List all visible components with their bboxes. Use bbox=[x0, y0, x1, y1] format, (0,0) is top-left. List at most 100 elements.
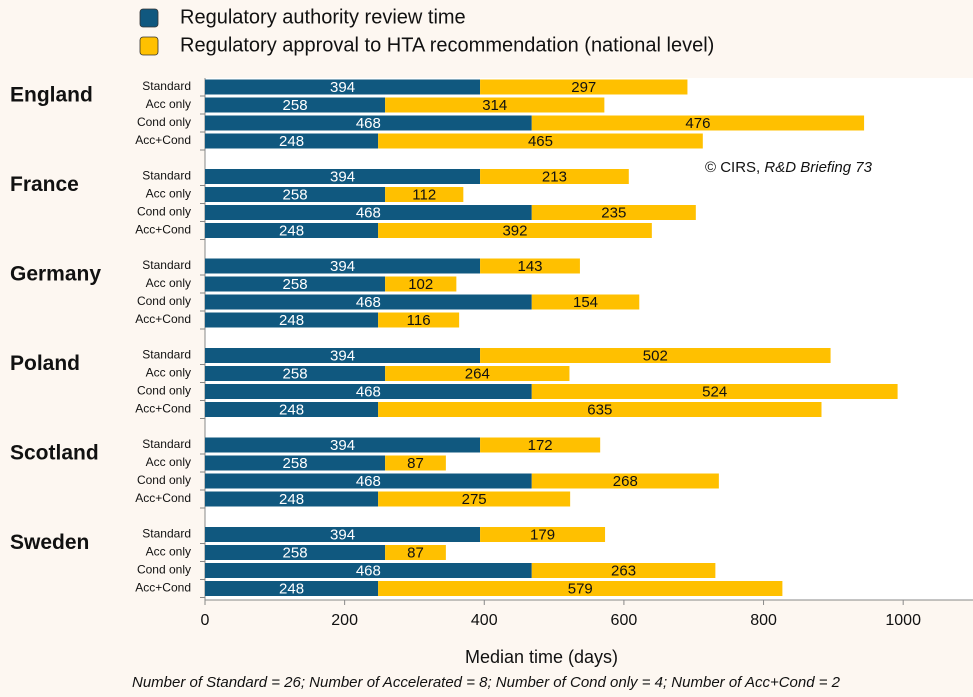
value-label: 172 bbox=[528, 437, 553, 454]
value-label: 258 bbox=[283, 455, 308, 472]
y-tick-label: Acc+Cond bbox=[135, 491, 191, 505]
x-axis-label: Median time (days) bbox=[465, 647, 618, 667]
bar-segment bbox=[531, 473, 719, 489]
bar-segment bbox=[378, 223, 652, 238]
value-label: 213 bbox=[542, 168, 567, 185]
group-label: France bbox=[10, 173, 79, 196]
bar-segment bbox=[205, 545, 386, 560]
value-label: 248 bbox=[279, 222, 304, 239]
bar-segment bbox=[385, 97, 605, 113]
value-label: 394 bbox=[330, 79, 355, 96]
group-label: Poland bbox=[10, 352, 80, 375]
y-tick-label: Standard bbox=[142, 169, 191, 183]
bar-segment bbox=[205, 581, 379, 596]
value-label: 394 bbox=[330, 258, 355, 275]
value-label: 154 bbox=[573, 294, 598, 311]
y-tick-label: Acc only bbox=[146, 545, 191, 559]
bar-segment bbox=[480, 169, 629, 184]
x-tick-label: 600 bbox=[611, 612, 638, 629]
bar-segment bbox=[531, 115, 865, 131]
bar-segment bbox=[205, 276, 386, 292]
y-tick-label: Acc only bbox=[146, 455, 191, 469]
y-tick-label: Acc+Cond bbox=[135, 402, 191, 416]
value-label: 392 bbox=[502, 222, 527, 239]
y-tick-label: Acc only bbox=[146, 187, 191, 201]
value-label: 394 bbox=[330, 347, 355, 364]
value-label: 258 bbox=[283, 276, 308, 293]
value-label: 87 bbox=[407, 455, 424, 472]
value-label: 143 bbox=[517, 258, 542, 275]
value-label: 258 bbox=[283, 544, 308, 561]
x-tick-label: 200 bbox=[331, 612, 358, 629]
bar-segment bbox=[385, 276, 457, 292]
value-label: 248 bbox=[279, 580, 304, 597]
value-label: 468 bbox=[356, 115, 381, 132]
value-label: 112 bbox=[412, 186, 436, 203]
group-label: Germany bbox=[10, 263, 101, 286]
value-label: 248 bbox=[279, 401, 304, 418]
bar-segment bbox=[205, 491, 379, 507]
value-label: 524 bbox=[702, 383, 727, 400]
bar-segment bbox=[378, 133, 703, 149]
bar-segment bbox=[205, 437, 481, 453]
bar-segment bbox=[385, 545, 446, 560]
group-label: Scotland bbox=[10, 442, 99, 465]
bar-segment bbox=[205, 402, 379, 417]
bar-segment bbox=[480, 258, 580, 274]
value-label: 468 bbox=[356, 294, 381, 311]
bar-segment bbox=[378, 312, 460, 328]
value-label: 314 bbox=[482, 97, 507, 114]
source-italic: R&D Briefing 73 bbox=[764, 159, 872, 176]
value-label: 465 bbox=[528, 133, 553, 150]
bar-segment bbox=[480, 437, 601, 453]
bar-segment bbox=[205, 79, 481, 95]
source-note: © CIRS, R&D Briefing 73 bbox=[705, 159, 873, 176]
bar-segment bbox=[205, 115, 532, 131]
bar-segment bbox=[205, 133, 379, 149]
bar-segment bbox=[205, 312, 379, 328]
value-label: 268 bbox=[613, 473, 638, 490]
bar-segment bbox=[385, 187, 464, 202]
plot-area bbox=[205, 78, 973, 600]
value-label: 258 bbox=[283, 186, 308, 203]
y-tick-label: Acc only bbox=[146, 276, 191, 290]
bar-segment bbox=[205, 205, 532, 220]
value-label: 635 bbox=[587, 401, 612, 418]
y-tick-label: Standard bbox=[142, 527, 191, 541]
bar-segment bbox=[378, 402, 822, 417]
group-label: England bbox=[10, 84, 93, 107]
bar-segment bbox=[531, 205, 696, 220]
value-label: 102 bbox=[408, 276, 433, 293]
value-label: 468 bbox=[356, 562, 381, 579]
value-label: 248 bbox=[279, 133, 304, 150]
value-label: 264 bbox=[465, 365, 490, 382]
value-label: 394 bbox=[330, 526, 355, 543]
y-tick-label: Acc+Cond bbox=[135, 581, 191, 595]
bar-segment bbox=[205, 455, 386, 471]
x-tick-label: 800 bbox=[750, 612, 777, 629]
bar-segment bbox=[205, 187, 386, 202]
bar-segment bbox=[378, 581, 783, 596]
bar-segment bbox=[480, 79, 688, 95]
y-tick-label: Cond only bbox=[137, 205, 191, 219]
legend-label: Regulatory approval to HTA recommendatio… bbox=[180, 34, 714, 56]
value-label: 394 bbox=[330, 437, 355, 454]
legend-swatch bbox=[139, 36, 159, 56]
value-label: 258 bbox=[283, 365, 308, 382]
y-tick-label: Acc+Cond bbox=[135, 133, 191, 147]
value-label: 248 bbox=[279, 312, 304, 329]
bar-segment bbox=[205, 97, 386, 113]
bar-segment bbox=[378, 491, 571, 507]
y-tick-label: Standard bbox=[142, 79, 191, 93]
footnote: Number of Standard = 26; Number of Accel… bbox=[132, 674, 841, 691]
value-label: 116 bbox=[407, 312, 431, 329]
bar-segment bbox=[480, 527, 606, 542]
bar-segment bbox=[385, 455, 446, 471]
bar-segment bbox=[205, 563, 532, 578]
bar-segment bbox=[205, 384, 532, 399]
y-tick-label: Acc+Cond bbox=[135, 223, 191, 237]
x-tick-label: 400 bbox=[471, 612, 498, 629]
bar-segment bbox=[531, 563, 716, 578]
y-tick-label: Cond only bbox=[137, 115, 191, 129]
value-label: 248 bbox=[279, 491, 304, 508]
